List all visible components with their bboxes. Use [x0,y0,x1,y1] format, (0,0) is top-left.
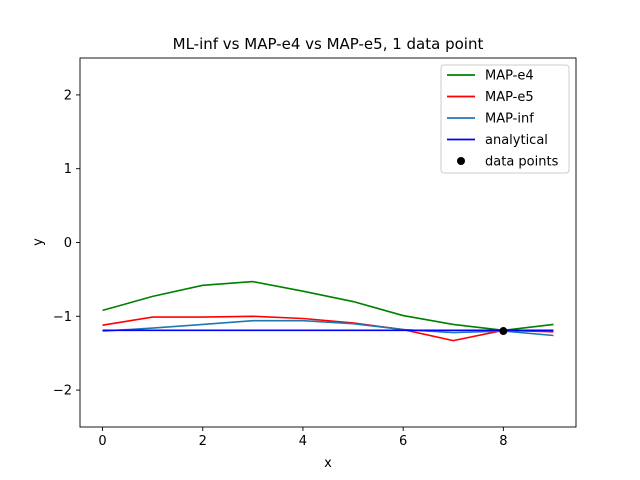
y-tick-label: −1 [53,310,72,325]
plot-area: 0 2 4 6 8 −2 −1 0 1 2 [53,57,577,449]
legend-label: data points [485,155,559,170]
legend-label: MAP-e4 [485,69,534,84]
x-tick-label: 6 [399,434,407,449]
x-axis-label: x [324,456,332,471]
series-line-map-e4 [102,280,554,332]
data-point [499,327,508,336]
y-tick-label: 0 [64,236,72,251]
chart-title: ML-inf vs MAP-e4 vs MAP-e5, 1 data point [173,35,484,53]
x-tick-label: 2 [199,434,207,449]
x-tick-label: 0 [98,434,106,449]
y-tick-label: 2 [64,88,72,103]
x-tick-label: 4 [299,434,307,449]
legend-label: analytical [485,133,548,148]
series-line-map-e5 [102,315,554,342]
x-tick-label: 8 [499,434,507,449]
legend-label: MAP-inf [485,112,534,127]
y-tick-label: 1 [64,162,72,177]
legend-swatch [457,157,465,165]
y-axis-label: y [31,238,46,246]
legend: MAP-e4 MAP-e5 MAP-inf analytical data points [440,64,570,174]
y-tick-label: −2 [53,384,72,399]
legend-box [440,64,570,174]
legend-label: MAP-e5 [485,90,534,105]
series-line-map-inf [102,319,554,337]
